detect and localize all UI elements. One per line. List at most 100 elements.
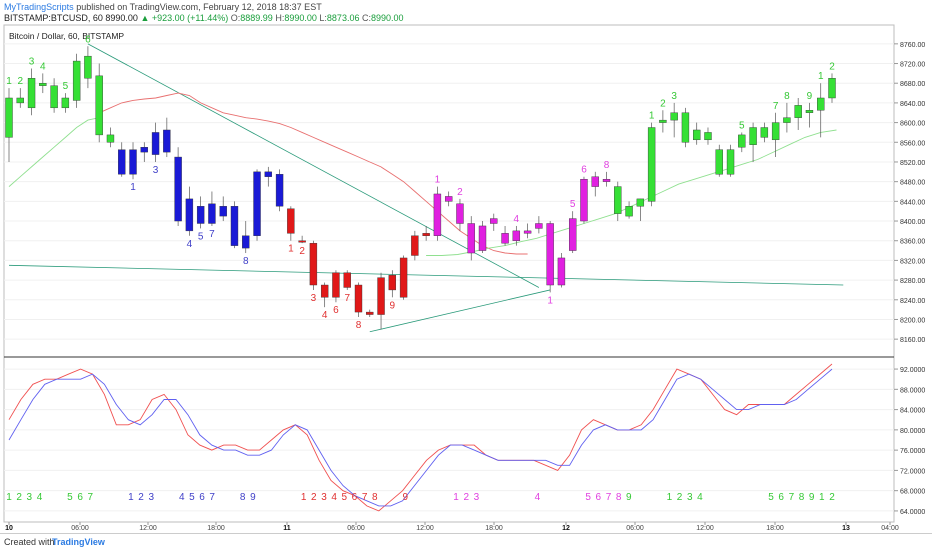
sequence-label: 8	[243, 256, 249, 267]
candle-body	[805, 110, 814, 113]
sequence-label: 8	[784, 91, 790, 102]
sequence-label: 9	[390, 300, 396, 311]
sequence-label: 8	[604, 160, 610, 171]
sequence-label: 2	[660, 98, 666, 109]
candle-body	[614, 186, 622, 214]
time-tick-label: 12	[562, 525, 570, 532]
osc-tick-label: 80.0000	[900, 428, 925, 435]
sequence-label: 3	[671, 91, 677, 102]
price-axis[interactable]: 8760.00 8720.00 8680.00 8640.00 8600.00 8560.…	[894, 42, 925, 344]
chart-frame	[3, 24, 895, 523]
time-tick-label: 18:00	[207, 525, 225, 532]
stochastic-pane	[8, 363, 833, 512]
candle-body	[309, 242, 318, 286]
count-label: 7	[362, 492, 368, 503]
sequence-label: 1	[435, 175, 441, 186]
count-label: 5	[67, 492, 73, 503]
count-label: 2	[311, 492, 317, 503]
candle-body	[118, 149, 126, 175]
count-label: 4	[331, 492, 337, 503]
time-tick-label: 13	[842, 525, 850, 532]
candle-body	[264, 171, 272, 177]
candle-body	[749, 127, 757, 145]
candle-body	[760, 127, 769, 138]
sequence-label: 7	[773, 101, 779, 112]
candle-body	[501, 233, 509, 244]
sequence-label: 4	[322, 310, 328, 321]
count-label: 2	[16, 492, 22, 503]
count-label: 3	[148, 492, 154, 503]
candle-body	[546, 223, 554, 286]
time-tick-label: 12:00	[416, 525, 434, 532]
oscillator-axis[interactable]: 92.0000 88.0000 84.0000 80.0000 76.0000 72.00…	[894, 367, 925, 516]
sequence-label: 1	[649, 111, 655, 122]
count-label: 5	[189, 492, 195, 503]
candle-body	[129, 149, 137, 175]
footer: Created with TradingView	[0, 533, 932, 551]
candle-body	[411, 235, 419, 256]
time-axis[interactable]: 10 06:00 12:00 18:00 11 06:00 12:00 18:00 12 06:0…	[5, 522, 899, 532]
count-label: 9	[402, 492, 408, 503]
candle-body	[366, 311, 374, 315]
close-value: 8990.00	[370, 13, 404, 23]
tradingview-logo[interactable]: TradingView	[52, 537, 105, 547]
candle-body	[242, 235, 250, 249]
chart-canvas[interactable]: Bitcoin / Dollar, 60, BITSTAMP 1 23 456134…	[0, 24, 932, 533]
sequence-label: 1	[6, 76, 12, 87]
sequence-label: 8	[356, 320, 362, 331]
candle-body	[253, 171, 261, 236]
price-tick-label: 8240.00	[900, 298, 925, 305]
candle-body	[151, 132, 160, 155]
sequence-label: 5	[198, 231, 204, 242]
candle-body	[704, 132, 712, 141]
count-label: 8	[799, 492, 805, 503]
sequence-label: 7	[344, 293, 350, 304]
count-label: 2	[463, 492, 469, 503]
count-label: 5	[585, 492, 591, 503]
candle-body	[287, 208, 295, 234]
candle-body	[388, 274, 397, 291]
time-tick-label: 11	[283, 525, 291, 532]
time-tick-label: 06:00	[347, 525, 365, 532]
symbol-label: BITSTAMP:BTCUSD, 60	[4, 13, 103, 23]
sequence-label: 3	[29, 56, 35, 67]
candle-body	[591, 176, 599, 187]
time-tick-label: 04:00	[881, 525, 899, 532]
ema-green-line	[8, 117, 100, 187]
change-value: ▲ +923.00 (+11.44%)	[140, 13, 229, 23]
candle-body	[354, 284, 363, 313]
count-label: 9	[250, 492, 256, 503]
sequence-label: 4	[514, 214, 520, 225]
candle-body	[422, 233, 430, 236]
price-tick-label: 8520.00	[900, 160, 925, 167]
candle-body	[50, 85, 58, 109]
sequence-label: 5	[63, 81, 69, 92]
candle-body	[467, 223, 475, 254]
sequence-label: 1	[288, 244, 294, 255]
count-label: 2	[677, 492, 683, 503]
candle-body	[569, 218, 577, 251]
count-label: 8	[616, 492, 622, 503]
osc-tick-label: 72.0000	[900, 468, 925, 475]
price-tick-label: 8440.00	[900, 199, 925, 206]
count-label: 2	[829, 492, 835, 503]
chart-header: MyTradingScripts published on TradingVie…	[0, 0, 932, 24]
publisher-name[interactable]: MyTradingScripts	[4, 2, 74, 12]
candle-body	[84, 55, 92, 79]
count-label: 9	[809, 492, 815, 503]
sequence-label: 4	[187, 239, 193, 250]
candle-body	[208, 203, 216, 224]
trendlines	[8, 43, 844, 333]
candle-body	[140, 147, 148, 153]
count-label: 6	[596, 492, 602, 503]
osc-tick-label: 64.0000	[900, 509, 925, 516]
candle-body	[794, 105, 802, 118]
low-value: 8873.06	[326, 13, 360, 23]
candle-body	[163, 129, 171, 153]
candle-body	[444, 196, 453, 202]
count-label: 1	[128, 492, 134, 503]
candle-body	[647, 127, 656, 202]
price-tick-label: 8480.00	[900, 180, 925, 187]
